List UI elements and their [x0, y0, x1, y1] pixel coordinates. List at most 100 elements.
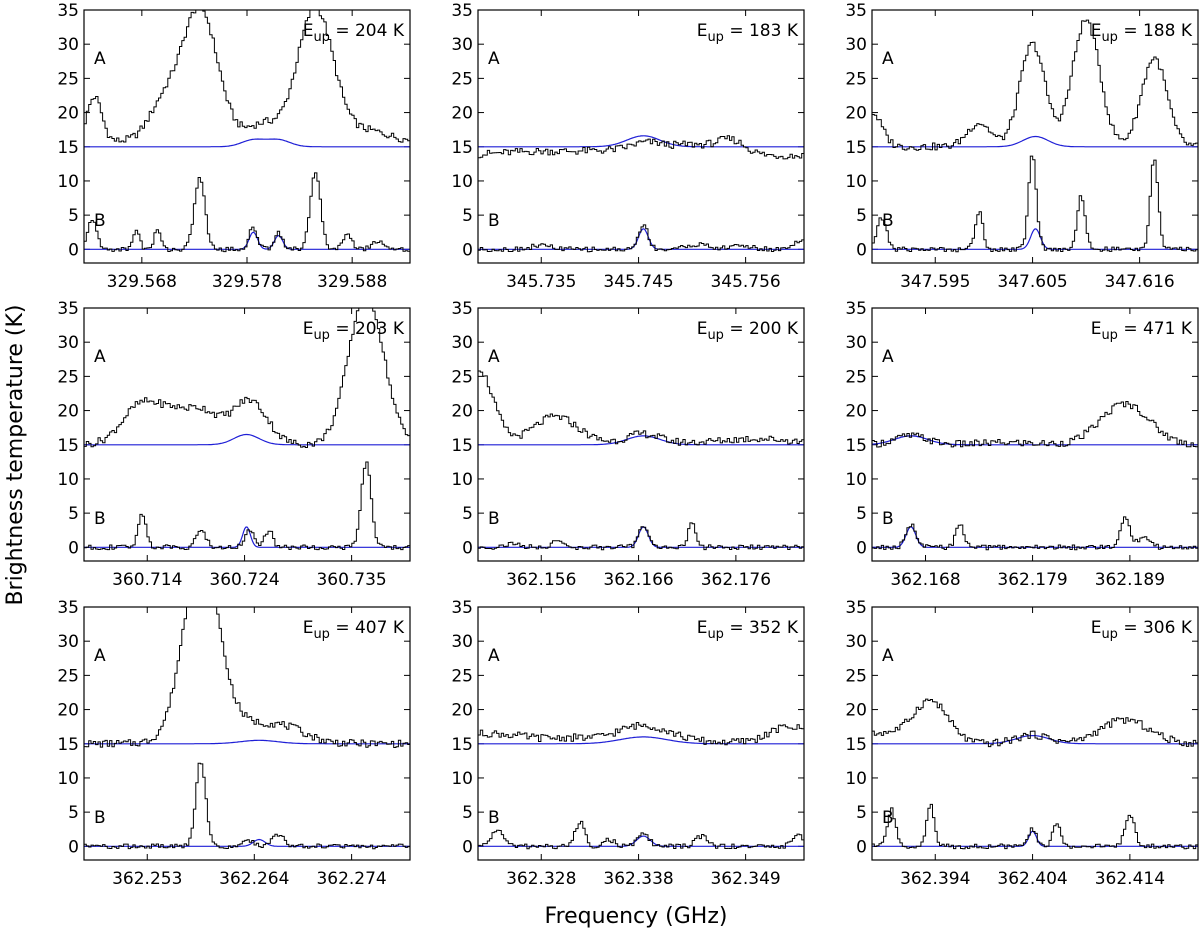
- y-tick-label: 30: [451, 632, 473, 652]
- label-A: A: [94, 49, 106, 69]
- eup-subscript: up: [1101, 328, 1118, 343]
- y-tick-label: 30: [57, 333, 79, 353]
- spectrum-A: [478, 722, 804, 746]
- label-B: B: [882, 211, 894, 231]
- x-tick-label: 362.404: [997, 869, 1067, 889]
- model-line-B: [872, 228, 1198, 250]
- y-tick-label: 35: [451, 299, 473, 319]
- label-B: B: [488, 509, 500, 529]
- y-tick-label: 25: [57, 367, 79, 387]
- y-tick-label: 20: [845, 701, 867, 721]
- panel-9: 0 5 10 15 20 25 30 35 362.394 362.404 362.414 A B Eup…: [845, 598, 1199, 889]
- y-tick-label: 20: [451, 701, 473, 721]
- x-tick-label: 345.735: [506, 272, 576, 292]
- y-tick-label: 25: [57, 666, 79, 686]
- x-tick-label: 362.156: [506, 570, 576, 590]
- eup-annotation: Eup = 188 K: [1091, 21, 1193, 45]
- label-A: A: [94, 347, 106, 367]
- eup-symbol: E: [303, 319, 314, 339]
- y-tick-label: 5: [462, 803, 473, 823]
- y-tick-label: 10: [57, 172, 79, 192]
- y-tick-label: 15: [451, 735, 473, 755]
- y-tick-label: 10: [451, 470, 473, 490]
- y-tick-label: 15: [845, 138, 867, 158]
- eup-symbol: E: [303, 618, 314, 638]
- y-tick-label: 10: [451, 172, 473, 192]
- x-tick-label: 360.724: [209, 570, 279, 590]
- x-tick-label: 329.568: [107, 272, 177, 292]
- x-tick-label: 345.745: [603, 272, 673, 292]
- x-tick-label: 362.253: [112, 869, 182, 889]
- y-tick-label: 20: [451, 402, 473, 422]
- spectrum-B: [84, 461, 410, 551]
- y-tick-label: 35: [845, 299, 867, 319]
- eup-subscript: up: [707, 328, 724, 343]
- x-tick-label: 362.176: [701, 570, 771, 590]
- spectrum-A: [478, 135, 804, 160]
- model-line-B: [84, 526, 410, 548]
- x-tick-label: 347.605: [997, 272, 1067, 292]
- model-line-A: [478, 435, 804, 446]
- x-tick-label: 347.616: [1104, 272, 1174, 292]
- panel-frame: [477, 9, 805, 264]
- eup-symbol: E: [1091, 618, 1102, 638]
- y-tick-label: 5: [856, 803, 867, 823]
- x-tick-label: 362.264: [219, 869, 289, 889]
- y-tick-label: 15: [57, 138, 79, 158]
- model-line-A: [478, 736, 804, 745]
- eup-subscript: up: [707, 30, 724, 45]
- x-tick-label: 362.274: [316, 869, 386, 889]
- eup-annotation: Eup = 203 K: [303, 319, 405, 343]
- label-A: A: [882, 646, 894, 666]
- x-tick-label: 362.166: [603, 570, 673, 590]
- y-tick-label: 15: [451, 138, 473, 158]
- eup-annotation: Eup = 407 K: [303, 618, 405, 642]
- x-tick-label: 360.714: [112, 570, 182, 590]
- label-A: A: [488, 646, 500, 666]
- x-tick-label: 329.578: [212, 272, 282, 292]
- eup-value: = 183 K: [724, 21, 799, 41]
- spectrum-B: [872, 803, 1198, 850]
- y-tick-label: 0: [462, 837, 473, 857]
- y-tick-label: 0: [462, 538, 473, 558]
- panel-1: 0 5 10 15 20 25 30 35 329.568 329.578 329.588 A B Eup…: [57, 1, 411, 292]
- panel-3: 0 5 10 15 20 25 30 35 347.595 347.605 347.616 A B Eup…: [845, 1, 1199, 292]
- eup-annotation: Eup = 471 K: [1091, 319, 1193, 343]
- y-tick-label: 25: [845, 367, 867, 387]
- y-tick-label: 0: [68, 538, 79, 558]
- y-tick-label: 30: [845, 35, 867, 55]
- eup-symbol: E: [697, 319, 708, 339]
- eup-subscript: up: [313, 627, 330, 642]
- y-tick-label: 15: [451, 436, 473, 456]
- eup-annotation: Eup = 204 K: [303, 21, 405, 45]
- x-tick-label: 362.328: [506, 869, 576, 889]
- spectrum-A: [872, 401, 1198, 448]
- eup-annotation: Eup = 352 K: [697, 618, 799, 642]
- y-tick-label: 5: [462, 504, 473, 524]
- label-A: A: [488, 347, 500, 367]
- y-tick-label: 35: [57, 299, 79, 319]
- plot-area: [478, 722, 804, 850]
- x-tick-label: 362.349: [710, 869, 780, 889]
- x-axis-title: Frequency (GHz): [545, 904, 728, 929]
- x-tick-label: 329.588: [317, 272, 387, 292]
- y-tick-label: 20: [451, 104, 473, 124]
- y-tick-label: 5: [856, 504, 867, 524]
- label-A: A: [488, 49, 500, 69]
- eup-value: = 200 K: [724, 319, 799, 339]
- y-tick-label: 25: [451, 666, 473, 686]
- x-tick-label: 362.338: [603, 869, 673, 889]
- label-A: A: [94, 646, 106, 666]
- model-line-A: [478, 135, 804, 148]
- plot-area: [478, 370, 804, 551]
- y-tick-label: 10: [57, 769, 79, 789]
- y-tick-label: 25: [845, 666, 867, 686]
- eup-subscript: up: [707, 627, 724, 642]
- eup-subscript: up: [313, 328, 330, 343]
- y-tick-label: 30: [57, 35, 79, 55]
- x-tick-label: 362.189: [1095, 570, 1165, 590]
- y-tick-label: 35: [451, 1, 473, 21]
- plot-area: [872, 19, 1198, 253]
- y-tick-label: 20: [845, 402, 867, 422]
